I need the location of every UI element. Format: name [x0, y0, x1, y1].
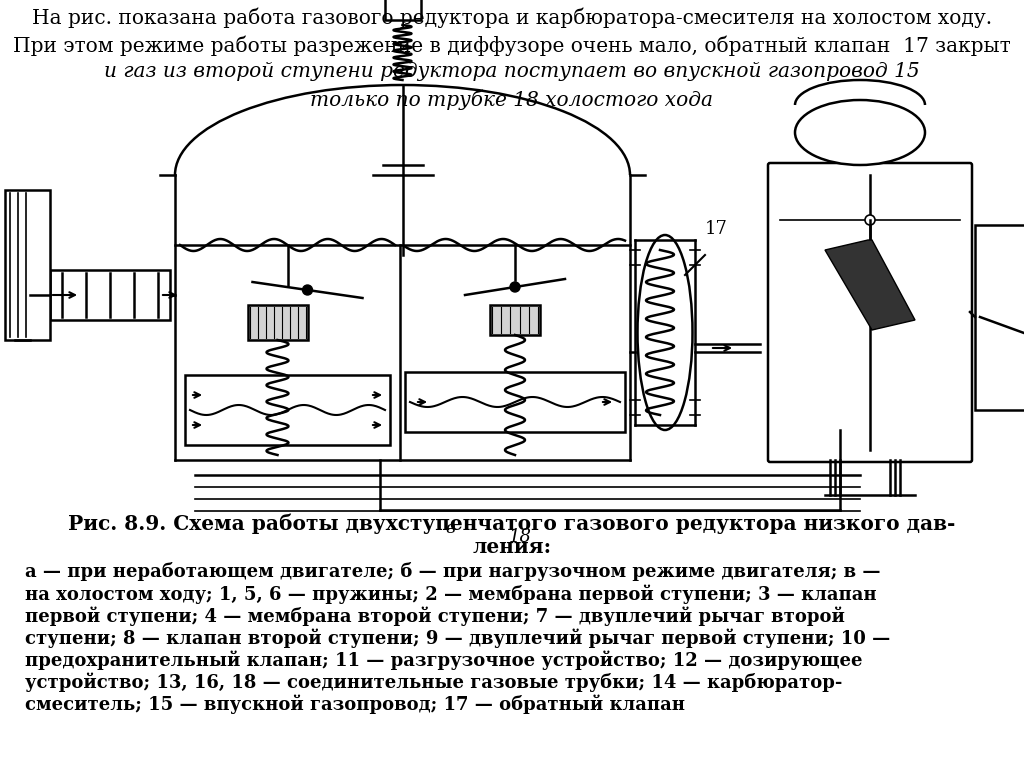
Bar	[50, 270, 170, 320]
Bar	[5, 190, 50, 340]
Text: 18: 18	[509, 528, 531, 546]
Bar	[490, 305, 540, 335]
Text: Рис. 8.9. Схема работы двухступенчатого газового редуктора низкого дав-: Рис. 8.9. Схема работы двухступенчатого …	[69, 513, 955, 534]
Ellipse shape	[638, 235, 692, 430]
Text: 17: 17	[705, 220, 728, 238]
Text: на холостом ходу; 1, 5, 6 — пружины; 2 — мембрана первой ступени; 3 — клапан: на холостом ходу; 1, 5, 6 — пружины; 2 —…	[25, 584, 877, 604]
Text: только по трубке 18 холостого хода: только по трубке 18 холостого хода	[310, 89, 714, 110]
Text: При этом режиме работы разрежение в диффузоре очень мало, обратный клапан  17 за: При этом режиме работы разрежение в дифф…	[13, 35, 1011, 55]
Polygon shape	[825, 240, 915, 330]
Polygon shape	[185, 375, 390, 445]
Bar	[248, 305, 307, 340]
Text: ления:: ления:	[472, 537, 552, 557]
Text: а — при неработающем двигателе; б — при нагрузочном режиме двигателя; в —: а — при неработающем двигателе; б — при …	[25, 562, 881, 581]
Circle shape	[510, 282, 520, 292]
Text: На рис. показана работа газового редуктора и карбюратора-смесителя на холостом х: На рис. показана работа газового редукто…	[32, 8, 992, 28]
Text: предохранительный клапан; 11 — разгрузочное устройство; 12 — дозирующее: предохранительный клапан; 11 — разгрузоч…	[25, 650, 862, 670]
Text: устройство; 13, 16, 18 — соединительные газовые трубки; 14 — карбюратор-: устройство; 13, 16, 18 — соединительные …	[25, 672, 843, 692]
Circle shape	[865, 215, 874, 225]
Text: и газ из второй ступени редуктора поступает во впускной газопровод 15: и газ из второй ступени редуктора поступ…	[104, 62, 920, 81]
Ellipse shape	[795, 100, 925, 165]
Bar	[384, 0, 421, 20]
Text: ступени; 8 — клапан второй ступени; 9 — двуплечий рычаг первой ступени; 10 —: ступени; 8 — клапан второй ступени; 9 — …	[25, 628, 890, 647]
Circle shape	[302, 285, 312, 295]
Text: в: в	[445, 520, 455, 537]
FancyBboxPatch shape	[768, 163, 972, 462]
Text: первой ступени; 4 — мембрана второй ступени; 7 — двуплечий рычаг второй: первой ступени; 4 — мембрана второй ступ…	[25, 606, 845, 626]
Polygon shape	[406, 372, 625, 432]
Text: смеситель; 15 — впускной газопровод; 17 — обратный клапан: смеситель; 15 — впускной газопровод; 17 …	[25, 694, 685, 713]
Bar	[975, 225, 1024, 410]
